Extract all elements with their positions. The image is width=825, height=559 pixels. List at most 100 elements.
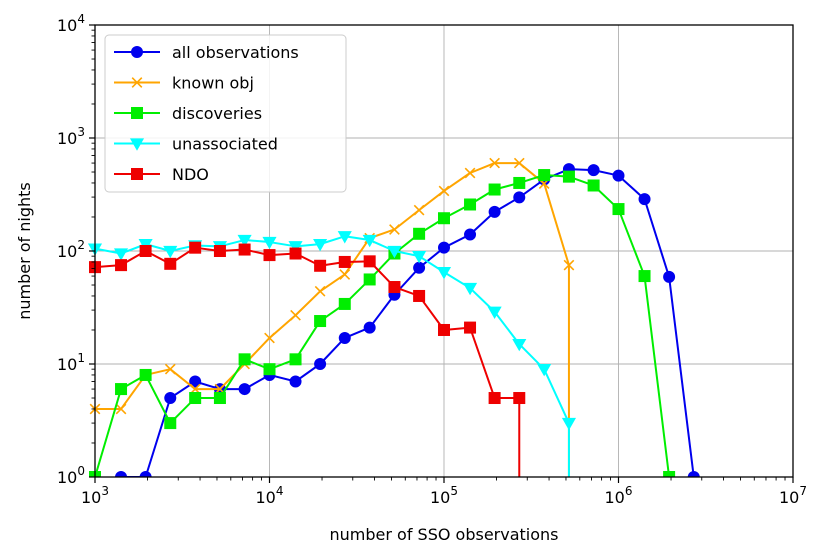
data-point [462,282,478,296]
data-point [413,227,426,240]
data-point [314,259,327,272]
ticks: 103 104 105 106 107 100 101 102 103 104 [57,12,807,507]
data-point [163,245,178,259]
data-point [438,323,450,336]
legend-item: discoveries [114,104,262,123]
y-tick-label: 104 [57,12,85,35]
data-point [488,392,501,405]
x-axis-label: number of SSO observations [330,525,559,544]
data-point [513,157,525,169]
data-point [138,238,153,252]
data-point [338,255,351,268]
x-tick-label: 106 [605,484,633,507]
x-tick-label: 107 [779,484,807,507]
data-point [263,249,276,262]
data-point [687,471,700,477]
legend-marker [131,107,143,119]
data-point [115,403,127,415]
legend: all observations known obj discoveries unas… [104,34,347,193]
data-point [612,169,625,182]
x-tick-label: 104 [256,484,284,507]
data-point [488,205,501,218]
series-discoveries [89,169,676,477]
data-point [638,193,651,206]
data-point [436,266,452,280]
data-point [288,241,303,254]
data-point [513,392,526,405]
data-point [139,368,152,381]
data-point [563,259,575,271]
data-point [189,375,202,388]
data-point [213,245,226,257]
data-point [115,259,128,272]
y-tick-label: 102 [57,238,85,261]
data-point [413,261,426,274]
y-tick-label: 103 [57,125,85,148]
data-point [164,257,177,270]
data-point [388,281,401,294]
data-point [290,309,301,321]
data-point [338,331,351,344]
x-tick-label: 105 [430,484,458,507]
data-point [313,238,328,252]
data-point [314,315,327,328]
data-point [164,417,177,430]
data-point [562,170,575,183]
data-point [363,321,376,334]
data-point [612,203,625,216]
data-point [363,273,376,286]
data-point [363,255,376,268]
y-axis-label: number of nights [15,182,34,320]
data-point [263,363,276,376]
legend-marker [129,138,145,151]
y-tick-label: 100 [57,464,85,487]
data-point [113,248,129,261]
legend-label: all observations [172,43,299,62]
data-point [487,306,502,319]
data-point [289,375,302,388]
legend-item: known obj [114,74,254,93]
data-point [115,471,128,477]
data-point [464,228,477,241]
data-point [587,179,600,192]
data-point [513,191,526,204]
data-point [489,157,500,169]
legend-box [104,34,347,193]
data-point [337,231,352,244]
data-point [238,243,251,256]
legend-item: all observations [114,43,299,62]
data-point [464,198,477,211]
data-point [438,185,450,197]
data-point [238,353,251,366]
data-point [513,176,526,189]
legend-label: discoveries [172,104,262,123]
legend-item: unassociated [114,135,278,154]
data-point [115,383,128,396]
legend-label: NDO [172,165,209,184]
data-point [587,164,600,177]
data-point [289,247,302,260]
legend-marker [131,77,143,88]
series-layer [87,157,700,477]
data-point [512,338,527,352]
data-point [189,241,202,254]
legend-label: known obj [172,74,254,93]
data-point [338,297,351,310]
data-point [164,363,176,375]
data-point [464,167,476,179]
data-point [339,269,351,280]
data-point [438,241,450,254]
data-point [488,183,501,196]
data-point [663,270,676,283]
data-point [238,383,251,396]
data-point [264,332,275,344]
data-point [663,471,676,477]
data-point [139,471,152,477]
data-point [464,321,477,334]
data-point [413,289,426,302]
data-point [537,364,552,377]
legend-item: NDO [114,165,209,184]
data-point [164,392,177,405]
legend-marker [131,168,143,180]
